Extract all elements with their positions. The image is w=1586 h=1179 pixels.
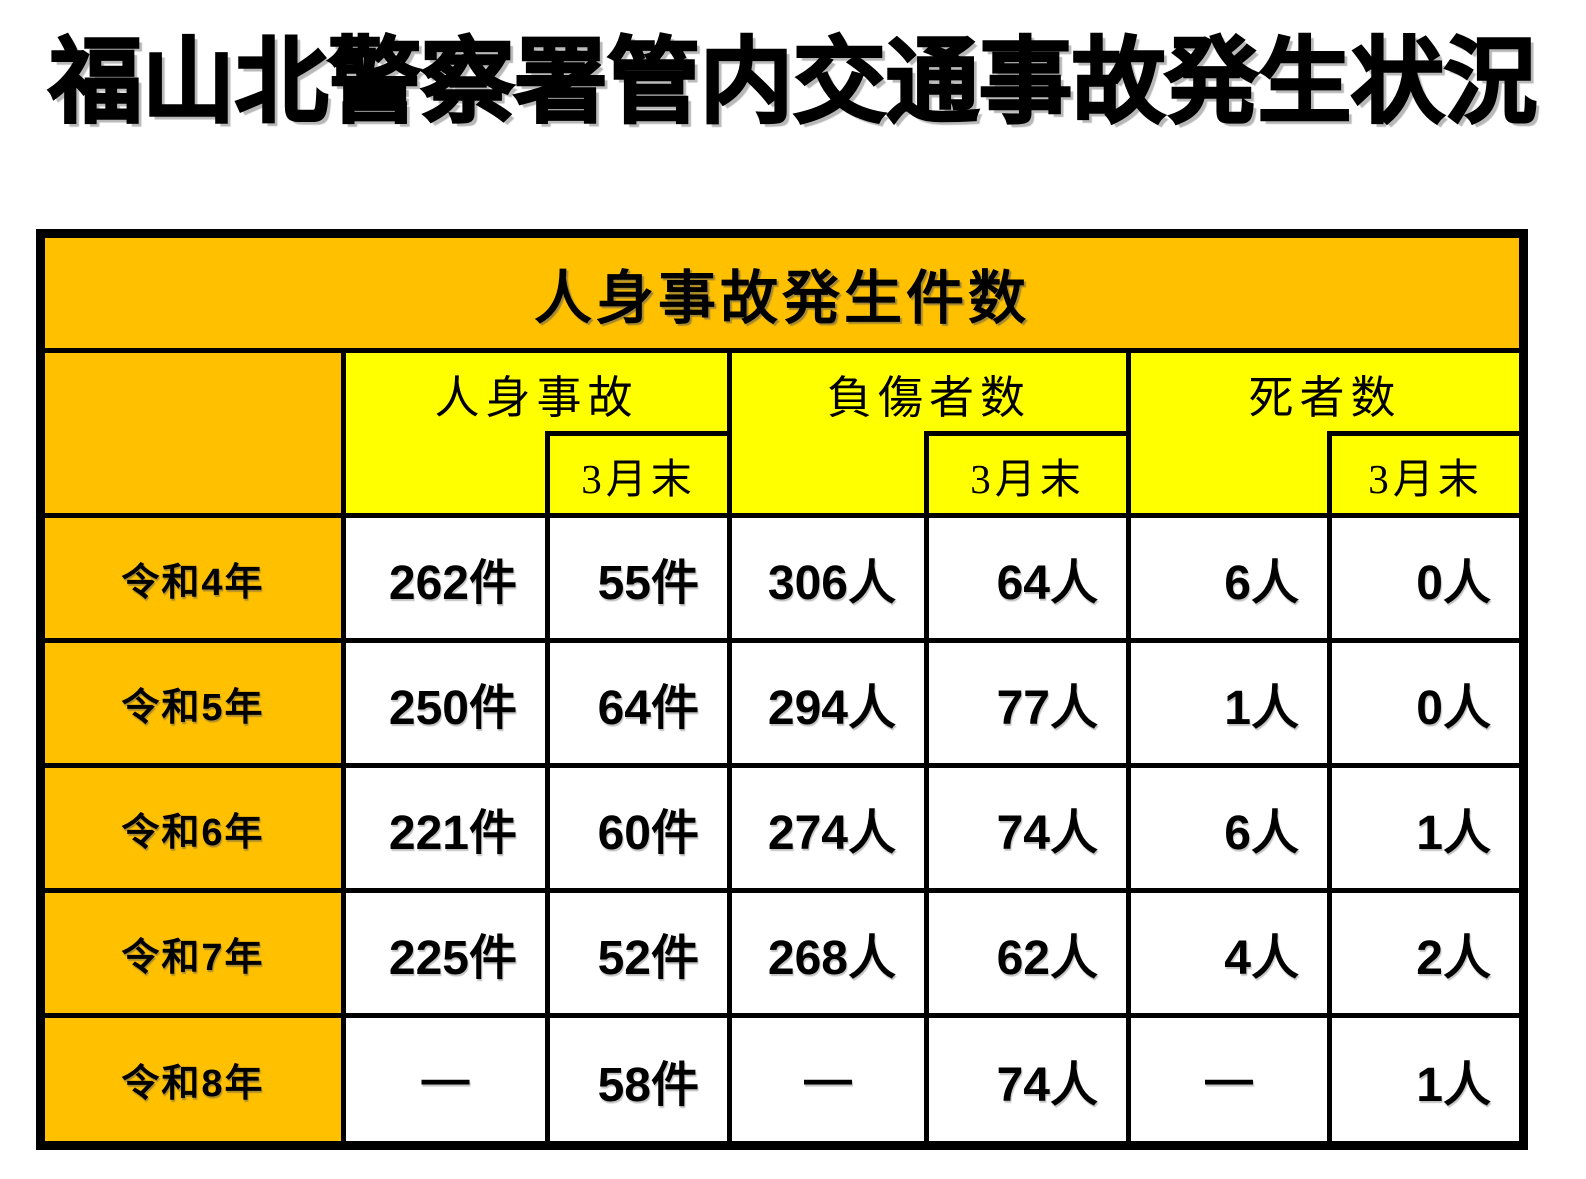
table-title-band: 人身事故発生件数 xyxy=(45,238,1519,348)
data-cell: 1人 xyxy=(1332,768,1519,888)
data-cell: 4人 xyxy=(1131,893,1327,1013)
march-end-cell-injury-accidents: 3月末 xyxy=(545,431,727,513)
header-group-deaths: 死者数 3月末 xyxy=(1131,353,1519,513)
data-cell: 221件 xyxy=(346,768,545,888)
data-cell: — xyxy=(732,1018,924,1141)
data-cell: 0人 xyxy=(1332,643,1519,763)
header-group-injured-persons: 負傷者数 3月末 xyxy=(732,353,1126,513)
year-cell: 令和4年 xyxy=(45,518,341,638)
data-cell: 77人 xyxy=(929,643,1126,763)
page-title: 福山北警察署管内交通事故発生状況 xyxy=(48,29,1539,136)
data-cell: 74人 xyxy=(929,768,1126,888)
data-cell: 1人 xyxy=(1131,643,1327,763)
data-cell: 250件 xyxy=(346,643,545,763)
data-cell: 1人 xyxy=(1332,1018,1519,1141)
data-cell: 64件 xyxy=(550,643,727,763)
march-end-cell-deaths: 3月末 xyxy=(1327,431,1519,513)
year-cell: 令和8年 xyxy=(45,1018,341,1141)
data-cell: 60件 xyxy=(550,768,727,888)
header-corner-cell xyxy=(45,353,341,513)
data-cell: — xyxy=(1131,1018,1327,1141)
data-cell: 262件 xyxy=(346,518,545,638)
data-cell: 0人 xyxy=(1332,518,1519,638)
year-cell: 令和6年 xyxy=(45,768,341,888)
data-cell: 64人 xyxy=(929,518,1126,638)
header-group-injury-accidents: 人身事故 3月末 xyxy=(346,353,727,513)
data-cell: 6人 xyxy=(1131,518,1327,638)
year-cell: 令和5年 xyxy=(45,643,341,763)
data-cell: 58件 xyxy=(550,1018,727,1141)
data-cell: 2人 xyxy=(1332,893,1519,1013)
data-cell: 62人 xyxy=(929,893,1126,1013)
data-cell: 306人 xyxy=(732,518,924,638)
data-cell: 294人 xyxy=(732,643,924,763)
data-cell: 225件 xyxy=(346,893,545,1013)
data-cell: 55件 xyxy=(550,518,727,638)
march-end-cell-injured-persons: 3月末 xyxy=(924,431,1126,513)
data-cell: 268人 xyxy=(732,893,924,1013)
data-cell: — xyxy=(346,1018,545,1141)
data-cell: 74人 xyxy=(929,1018,1126,1141)
data-cell: 52件 xyxy=(550,893,727,1013)
data-cell: 6人 xyxy=(1131,768,1327,888)
group-label-injury-accidents: 人身事故 xyxy=(434,372,639,423)
data-cell: 274人 xyxy=(732,768,924,888)
year-cell: 令和7年 xyxy=(45,893,341,1013)
group-label-deaths: 死者数 xyxy=(1248,372,1402,423)
group-label-injured-persons: 負傷者数 xyxy=(826,372,1031,423)
stats-table: 人身事故発生件数 人身事故 3月末 負傷者数 3月末 死者数 3月末 令和4年 … xyxy=(36,229,1528,1150)
